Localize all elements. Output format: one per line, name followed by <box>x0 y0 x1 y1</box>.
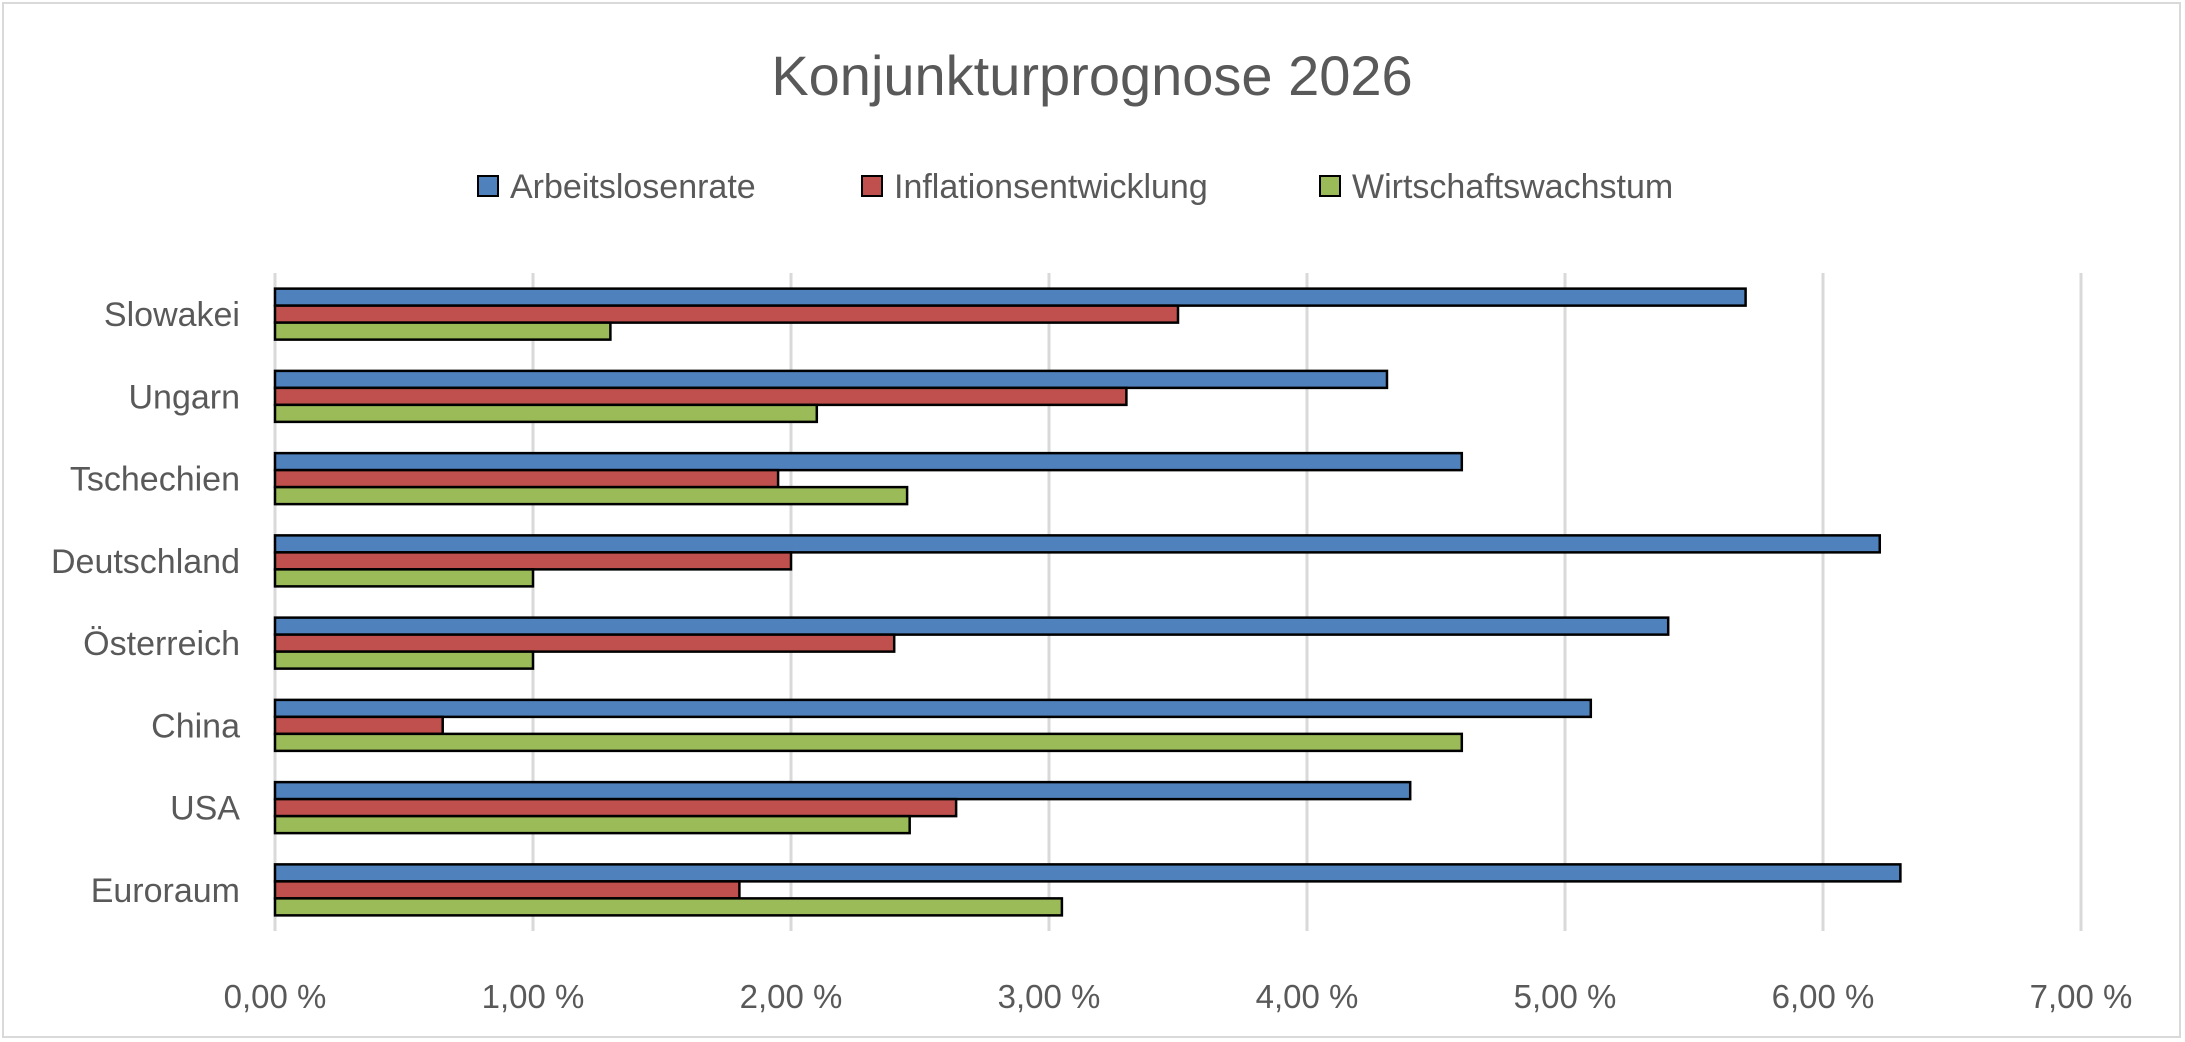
bar-wirtschaftswachstum <box>273 897 1064 917</box>
legend: Arbeitslosenrate Inflationsentwicklung Wir… <box>477 168 1673 206</box>
category-label: Deutschland <box>51 543 240 581</box>
bar-inflationsentwicklung <box>273 797 958 818</box>
category-label: Ungarn <box>128 378 240 416</box>
bar-inflationsentwicklung <box>273 715 444 736</box>
category-label: Tschechien <box>70 461 240 499</box>
x-tick-label: 5,00 % <box>1514 978 1617 1015</box>
bar-wirtschaftswachstum <box>273 485 909 506</box>
x-tick-label: 7,00 % <box>2030 978 2133 1015</box>
x-tick-label: 6,00 % <box>1772 978 1875 1015</box>
legend-label: Arbeitslosenrate <box>510 168 756 206</box>
bar-arbeitslosenrate <box>273 451 1464 472</box>
bar-inflationsentwicklung <box>273 633 896 653</box>
bar-wirtschaftswachstum <box>273 321 612 341</box>
bar-wirtschaftswachstum <box>273 568 535 588</box>
bar-wirtschaftswachstum <box>273 650 535 670</box>
bars <box>273 287 1902 917</box>
legend-label: Wirtschaftswachstum <box>1352 168 1673 206</box>
bar-arbeitslosenrate <box>273 698 1593 719</box>
bar-arbeitslosenrate <box>273 287 1747 307</box>
x-tick-label: 0,00 % <box>224 978 327 1015</box>
bar-inflationsentwicklung <box>273 468 780 489</box>
x-tick-label: 4,00 % <box>1256 978 1359 1015</box>
category-label: Euroraum <box>91 872 240 910</box>
x-axis-tick-labels: 0,00 % 1,00 % 2,00 % 3,00 % 4,00 % 5,00 % 6,00… <box>224 978 2133 1015</box>
bar-arbeitslosenrate <box>273 534 1882 554</box>
bar-arbeitslosenrate <box>273 863 1902 883</box>
category-label: Slowakei <box>104 296 240 334</box>
category-labels: Slowakei Ungarn Tschechien Deutschland Öster… <box>51 296 240 910</box>
x-tick-label: 1,00 % <box>482 978 585 1015</box>
bar-inflationsentwicklung <box>273 880 741 900</box>
x-tick-label: 3,00 % <box>998 978 1101 1015</box>
category-label: China <box>151 707 240 745</box>
legend-swatch <box>861 175 883 197</box>
bar-arbeitslosenrate <box>273 616 1670 636</box>
bar-inflationsentwicklung <box>273 304 1180 324</box>
legend-swatch <box>477 175 499 197</box>
legend-swatch <box>1319 175 1341 197</box>
bar-wirtschaftswachstum <box>273 403 819 424</box>
bar-arbeitslosenrate <box>273 369 1389 390</box>
x-tick-label: 2,00 % <box>740 978 843 1015</box>
bar-wirtschaftswachstum <box>273 732 1464 753</box>
bar-wirtschaftswachstum <box>273 814 911 835</box>
bar-inflationsentwicklung <box>273 551 793 571</box>
chart-title: Konjunkturprognose 2026 <box>771 44 1412 107</box>
bar-arbeitslosenrate <box>273 780 1412 801</box>
bar-inflationsentwicklung <box>273 386 1128 407</box>
category-label: Österreich <box>83 625 240 663</box>
category-label: USA <box>170 790 240 828</box>
legend-label: Inflationsentwicklung <box>894 168 1208 206</box>
